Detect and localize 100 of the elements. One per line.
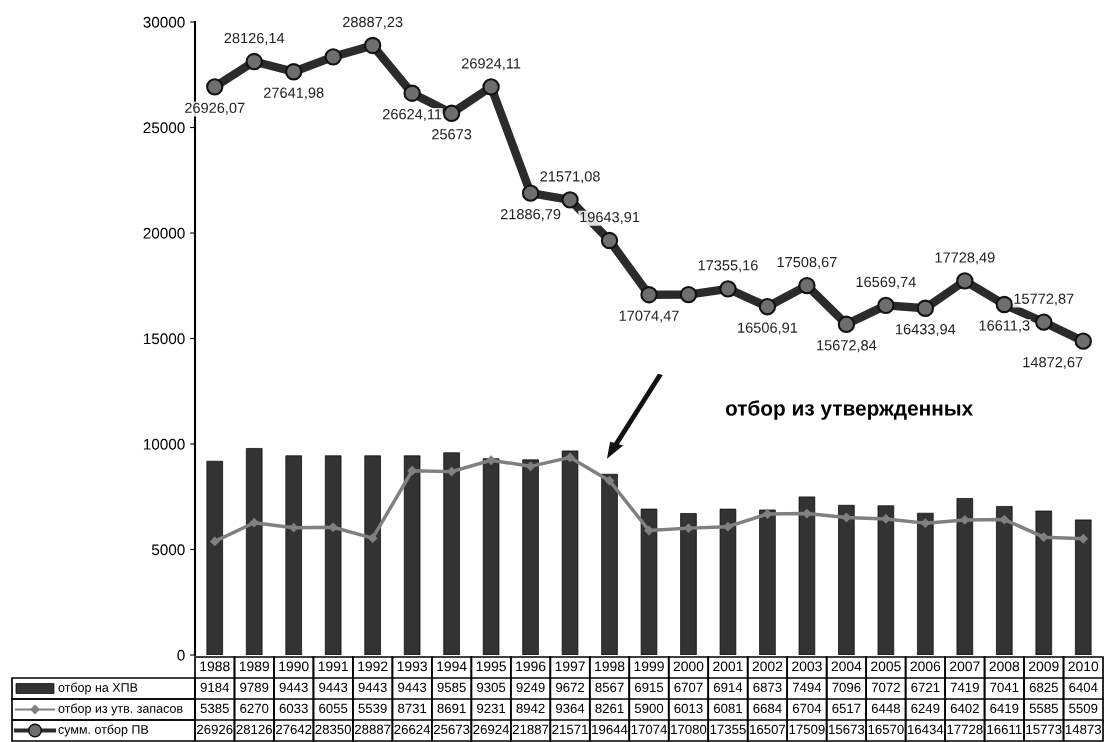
data-label: 8942 [516, 703, 545, 714]
y-tick-label: 15000 [143, 333, 185, 345]
data-label: 17080 [671, 724, 707, 735]
annotation: 16569,74 [856, 276, 916, 289]
annotation: отбор из утвержденных [725, 400, 974, 420]
x-tick-label: 2003 [792, 661, 822, 672]
x-tick-label: 1998 [595, 661, 625, 672]
data-label: 17074 [631, 724, 667, 735]
x-tick-label: 1994 [437, 661, 467, 672]
data-label: 6402 [950, 703, 979, 714]
data-label: 16507 [750, 724, 786, 735]
point [600, 231, 619, 250]
data-label: 27642 [276, 724, 312, 735]
data-label: 9443 [319, 682, 348, 693]
annotation: 19643,91 [580, 211, 640, 224]
data-label: 8567 [595, 682, 624, 693]
y-tick-label: 30000 [143, 16, 185, 28]
data-label: 6270 [240, 703, 269, 714]
data-label: 8691 [437, 703, 466, 714]
point [245, 52, 263, 71]
point [881, 514, 891, 524]
data-label: 5509 [1069, 703, 1098, 714]
x-tick-label: 2001 [713, 661, 743, 672]
data-label: 9443 [358, 682, 387, 693]
point [482, 78, 500, 96]
annotation: 28887,23 [342, 16, 403, 29]
data-label: 8731 [398, 703, 427, 714]
data-label: 28126 [236, 724, 272, 735]
point [837, 315, 856, 333]
annotation: 26926,07 [185, 102, 245, 115]
point [956, 272, 974, 290]
point [604, 476, 615, 486]
x-tick-label: 1997 [555, 661, 585, 672]
data-label: 9249 [516, 682, 545, 693]
annotation: 26924,11 [461, 58, 521, 71]
point [758, 298, 777, 316]
point [640, 286, 658, 304]
point [525, 461, 536, 471]
data-label: 17355 [710, 724, 746, 735]
point [1074, 332, 1092, 350]
annotation: 17728,49 [935, 252, 995, 265]
point [920, 518, 930, 528]
data-label: 9184 [200, 682, 230, 693]
data-label: 6707 [674, 682, 703, 693]
data-label: 7419 [950, 682, 979, 693]
data-label: 15673 [829, 724, 865, 735]
y-tick-label: 20000 [143, 227, 185, 239]
data-label: 15773 [1026, 724, 1062, 735]
point [285, 63, 303, 81]
point [403, 84, 421, 102]
point [210, 536, 220, 546]
point [561, 191, 579, 209]
x-tick-label: 2007 [950, 661, 980, 672]
point [407, 466, 417, 476]
x-tick-label: 1999 [634, 661, 664, 672]
data-label: 19644 [592, 724, 628, 735]
point [368, 533, 378, 543]
data-label: 9364 [555, 703, 585, 714]
point [798, 276, 816, 295]
x-tick-label: 1989 [239, 661, 270, 672]
y-tick-label: 25000 [143, 122, 185, 134]
x-tick-label: 2000 [673, 661, 704, 672]
data-label: 6013 [674, 703, 703, 714]
legend-label: сумм. отбор ПВ [58, 724, 149, 737]
data-label: 6404 [1069, 682, 1098, 693]
data-label: 7096 [832, 682, 861, 693]
data-label: 6915 [635, 682, 664, 693]
annotation: 28126,14 [224, 32, 285, 45]
data-label: 9305 [477, 682, 506, 693]
data-label: 16570 [868, 724, 904, 735]
data-label: 6825 [1029, 682, 1058, 693]
data-label: 6873 [753, 682, 782, 693]
data-label: 6055 [319, 703, 348, 714]
x-tick-label: 2005 [871, 661, 901, 672]
x-tick-label: 1995 [476, 661, 506, 672]
data-label: 7494 [792, 682, 822, 693]
data-label: 6517 [832, 703, 861, 714]
point [995, 295, 1013, 314]
x-tick-label: 2009 [1029, 661, 1059, 672]
data-label: 9585 [437, 682, 466, 693]
data-label: 6721 [911, 682, 940, 693]
data-label: 6704 [792, 703, 822, 714]
annotation: 21886,79 [500, 209, 561, 222]
data-label: 28887 [354, 724, 391, 735]
data-label: 6081 [713, 703, 742, 714]
x-tick-label: 2004 [831, 661, 862, 672]
point [206, 78, 224, 96]
point [442, 104, 461, 122]
data-label: 9672 [555, 682, 585, 693]
data-label: 5385 [200, 703, 229, 714]
point [565, 452, 575, 463]
point [644, 525, 654, 536]
x-tick-label: 2010 [1068, 661, 1099, 672]
point [877, 296, 895, 315]
annotation: 16433,94 [896, 324, 956, 337]
data-label: 16434 [908, 724, 944, 735]
data-label: 6448 [871, 703, 900, 714]
annotation: 16611,3 [979, 320, 1030, 333]
annotation: 27641,98 [264, 87, 324, 100]
x-tick-label: 1993 [397, 661, 427, 672]
